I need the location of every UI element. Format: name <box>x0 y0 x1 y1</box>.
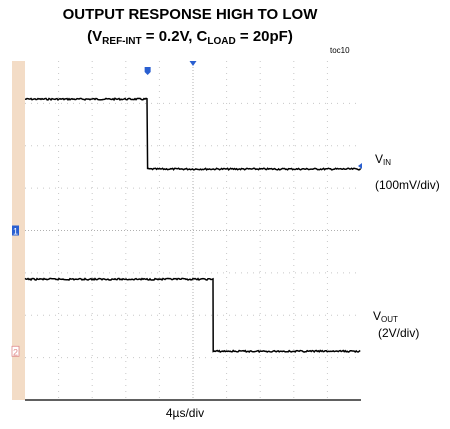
trace-vout <box>24 277 361 354</box>
chart-title: OUTPUT RESPONSE HIGH TO LOW <box>62 6 318 23</box>
chart-subtitle: (VREF-INT = 0.2V, CLOAD = 20pF) <box>87 28 293 47</box>
trigger-position-marker <box>189 61 197 66</box>
x-axis-label: 4µs/div <box>165 406 205 420</box>
figure-tag: toc10 <box>330 46 350 55</box>
trigger-level-marker <box>358 163 362 170</box>
markers: 12 <box>11 61 362 357</box>
trigger-marker <box>144 67 151 75</box>
channel1-ground-marker <box>12 225 19 236</box>
vout-label: VOUT <box>373 309 398 324</box>
channel1-marker-label: 1 <box>13 227 18 237</box>
channel2-marker-label: 2 <box>13 347 18 357</box>
vin-scale: (100mV/div) <box>375 178 440 192</box>
vout-scale: (2V/div) <box>378 326 420 340</box>
grid <box>12 61 361 401</box>
traces <box>24 97 362 354</box>
trace-vin <box>24 97 362 171</box>
vin-label: VIN <box>375 152 392 167</box>
channel2-ground-marker <box>11 345 20 357</box>
